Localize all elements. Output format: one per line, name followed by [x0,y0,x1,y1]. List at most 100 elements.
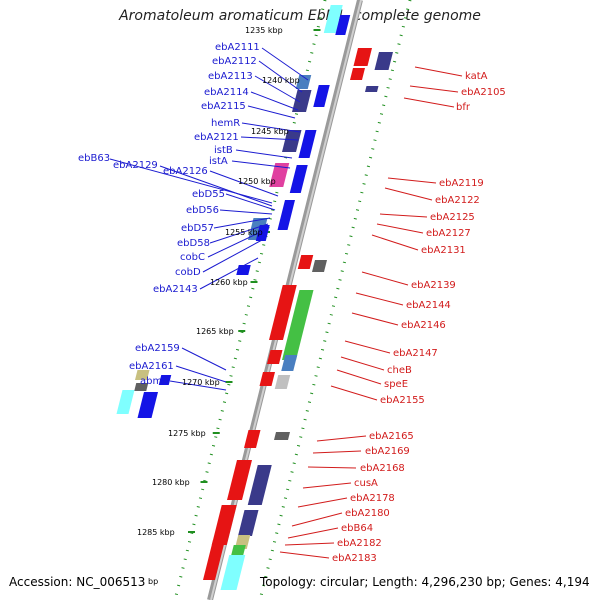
gene-label: ebA2125 [430,212,475,223]
leader-line [250,91,299,111]
tick-label: 1270 kbp [182,378,220,387]
gene-label: ebA2126 [163,166,208,177]
gene-feature [244,430,261,448]
leader-line [355,292,404,306]
gene-feature [134,383,149,391]
gene-feature [220,555,246,590]
gene-feature [295,75,312,89]
leader-line [307,466,357,469]
leader-line [209,170,279,197]
gene-label: katA [465,71,488,82]
gene-label: ebA2121 [194,132,239,143]
accession-label: Accession: NC_006513 [9,575,146,589]
leader-lines [109,47,463,559]
leader-line [207,229,266,258]
leader-line [199,257,259,290]
leader-line [254,75,301,103]
gene-label: istA [209,156,228,167]
gene-feature [116,390,135,414]
gene-feature [269,163,290,187]
gene-feature [247,465,272,505]
gene-feature [236,265,251,275]
gene-feature [353,48,372,66]
gene-feature [238,510,259,536]
gene-label: ebA2127 [426,228,471,239]
gene-features [116,5,393,590]
gene-label: ebA2119 [439,178,484,189]
leader-line [231,160,291,169]
gene-feature [274,375,291,389]
gene-label: ebB64 [341,523,373,534]
leader-line [351,312,399,326]
gene-feature [267,350,283,364]
gene-label: ebA2147 [393,348,438,359]
tick-labels: 1235 kbp 1240 kbp 1245 kbp 1250 kbp 1255… [137,26,300,586]
gene-label: ebA2115 [201,101,246,112]
tick-label: 1275 kbp [168,429,206,438]
gene-label: hemR [211,118,240,129]
leader-line [261,47,309,81]
gene-feature [211,505,237,545]
leader-line [387,177,437,184]
tick-label: 1285 kbp [137,528,175,537]
gene-label: ebD57 [181,223,214,234]
gene-feature [365,86,379,92]
gene-feature [255,225,270,241]
leader-line [181,347,227,371]
leader-line [291,512,343,527]
gene-label: speE [384,379,408,390]
leader-line [403,97,455,108]
leader-line [379,213,428,218]
gene-label: ebA2178 [350,493,395,504]
gene-label: ebA2143 [153,284,198,295]
leader-line [225,193,276,211]
leader-line [336,369,382,385]
gene-feature [282,130,302,152]
leader-line [258,60,303,93]
gene-label: ebA2146 [401,320,446,331]
gene-feature [231,545,246,555]
leader-line [371,234,419,251]
gene-label: ebA2131 [421,245,466,256]
gene-feature [312,260,327,272]
gene-feature [297,255,314,269]
gene-feature [137,392,158,418]
gene-label: ebA2139 [411,280,456,291]
gene-label: ebD58 [177,238,210,249]
leader-line [376,223,424,234]
tick-label: 1255 kbp [225,228,263,237]
gene-feature [269,285,297,340]
gene-feature [313,85,330,107]
gene-feature [281,355,298,371]
gene-feature [135,370,150,380]
tick-label: 1240 kbp [262,76,300,85]
gene-label: ebA2165 [369,431,414,442]
leader-line [202,239,263,273]
topology-summary: Topology: circular; Length: 4,296,230 bp… [260,575,590,589]
gene-label: bfr [456,102,471,113]
leader-line [159,165,273,207]
gene-label: ebA2113 [208,71,253,82]
leader-line [209,223,269,244]
gene-label: ebA2155 [380,395,425,406]
leader-line [287,527,339,539]
gene-feature [203,540,225,580]
right-gene-labels: katA ebA2105 bfr ebA2119 ebA2122 ebA2125… [332,71,506,564]
leader-line [240,136,299,141]
gene-label: abmA [140,376,169,387]
gene-label: ebA2144 [406,300,451,311]
leader-line [213,217,271,229]
genome-title: Aromatoleum aromaticum EbN1, complete ge… [119,8,481,24]
leader-line [340,356,385,371]
tick-label: 1260 kbp [210,278,248,287]
gene-label: cobC [180,252,205,263]
leader-line [175,365,227,383]
leader-line [384,187,433,201]
gene-label: ebA2112 [212,56,257,67]
gene-label: ebA2168 [360,463,405,474]
leader-line [414,66,463,77]
gene-feature [374,52,393,70]
leader-line [330,385,378,401]
tick-label: 1245 kbp [251,127,289,136]
